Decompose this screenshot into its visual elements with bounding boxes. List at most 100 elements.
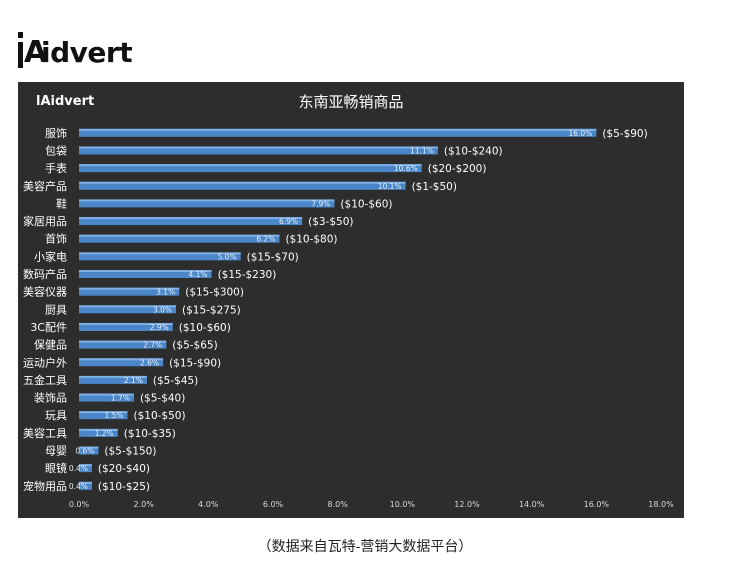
value-label: 1.7% [111,394,130,403]
category-label: 五金工具 [23,373,67,387]
value-label: 7.9% [311,199,330,208]
bar-highlight [79,481,92,484]
category-label: 保健品 [34,338,67,352]
bar [79,128,597,137]
price-range-label: ($15-$275) [182,304,241,316]
x-tick-label: 14.0% [519,500,545,509]
category-label: 美容工具 [23,426,67,440]
category-label: 美容产品 [23,179,67,193]
bar-highlight [79,146,438,149]
bar-highlight [79,375,147,378]
price-range-label: ($10-$35) [124,428,176,440]
value-label: 6.2% [256,235,275,244]
value-label: 2.7% [143,341,162,350]
logo-text: idvert [41,36,133,69]
category-label: 运动户外 [23,355,67,369]
category-label: 家居用品 [23,214,67,228]
value-label: 1.5% [104,411,123,420]
bar-highlight [79,393,134,396]
bar-highlight [79,234,280,237]
category-label: 数码产品 [23,267,67,281]
value-label: 11.1% [410,146,434,155]
price-range-label: ($5-$65) [172,340,217,352]
bar [79,428,118,437]
bar [79,146,438,155]
price-range-label: ($20-$40) [98,463,150,475]
value-label: 0.4% [69,464,88,473]
source-caption: （数据来自瓦特-营销大数据平台） [257,539,473,555]
value-label: 0.6% [75,447,94,456]
value-label: 1.2% [95,429,114,438]
category-label: 宠物用品 [23,479,67,493]
price-range-label: ($10-$50) [134,410,186,422]
bar-highlight [79,428,118,431]
price-range-label: ($15-$230) [218,269,277,281]
bar [79,464,92,473]
price-range-label: ($15-$300) [185,287,244,299]
category-label: 眼镜 [45,461,67,475]
category-label: 母婴 [45,445,67,458]
category-label: 首饰 [45,232,67,246]
category-label: 手表 [45,161,67,175]
chart-title: 东南亚畅销商品 [298,93,404,111]
value-label: 3.1% [156,288,175,297]
category-label: 鞋 [56,196,67,210]
bar [79,358,164,367]
bar-highlight [79,199,335,202]
price-range-label: ($10-$240) [444,145,503,157]
bar [79,234,280,243]
bar-highlight [79,164,422,167]
logo-mark-icon: A [18,30,47,68]
bar [79,446,99,455]
value-label: 0.4% [69,482,88,491]
price-range-label: ($15-$90) [169,357,221,369]
bar-highlight [79,358,164,361]
price-range-label: ($5-$150) [104,446,156,458]
bar-highlight [79,270,212,273]
bar [79,411,128,420]
price-range-label: ($10-$80) [285,234,337,246]
price-range-label: ($10-$25) [98,481,150,493]
x-tick-label: 0.0% [69,500,90,509]
x-tick-label: 2.0% [134,500,155,509]
x-tick-label: 12.0% [454,500,480,509]
bar-highlight [79,446,99,449]
x-tick-label: 4.0% [198,500,219,509]
price-range-label: ($3-$50) [308,216,353,228]
bar [79,340,167,349]
category-label: 装饰品 [34,391,67,405]
x-tick-label: 6.0% [263,500,284,509]
mini-logo-text: idvert [50,94,95,109]
x-tick-label: 8.0% [328,500,349,509]
bar-highlight [79,464,92,467]
bar-highlight [79,305,176,308]
price-range-label: ($1-$50) [412,181,457,193]
bar-highlight [79,287,180,290]
category-label: 包袋 [45,143,67,157]
price-range-label: ($20-$200) [428,163,487,175]
price-range-label: ($10-$60) [340,198,392,210]
category-label: 美容仪器 [23,285,67,299]
category-label: 玩具 [45,409,67,422]
bar [79,199,335,208]
value-label: 4.1% [189,270,208,279]
price-range-label: ($15-$70) [247,251,299,263]
value-label: 6.9% [279,217,298,226]
price-range-label: ($5-$45) [153,375,198,387]
category-label: 厨具 [45,303,67,316]
price-range-label: ($5-$40) [140,393,185,405]
bar [79,217,303,226]
x-tick-label: 18.0% [648,500,674,509]
bar [79,181,406,190]
category-label: 服饰 [45,126,67,140]
bar-highlight [79,217,303,220]
bar [79,393,134,402]
category-label: 小家电 [34,249,67,263]
value-label: 2.6% [140,358,159,367]
x-tick-label: 10.0% [390,500,416,509]
bar [79,375,147,384]
value-label: 16.0% [569,129,593,138]
bar [79,481,92,490]
mini-logo-mark-icon: lA [36,94,51,109]
bar-highlight [79,128,597,131]
